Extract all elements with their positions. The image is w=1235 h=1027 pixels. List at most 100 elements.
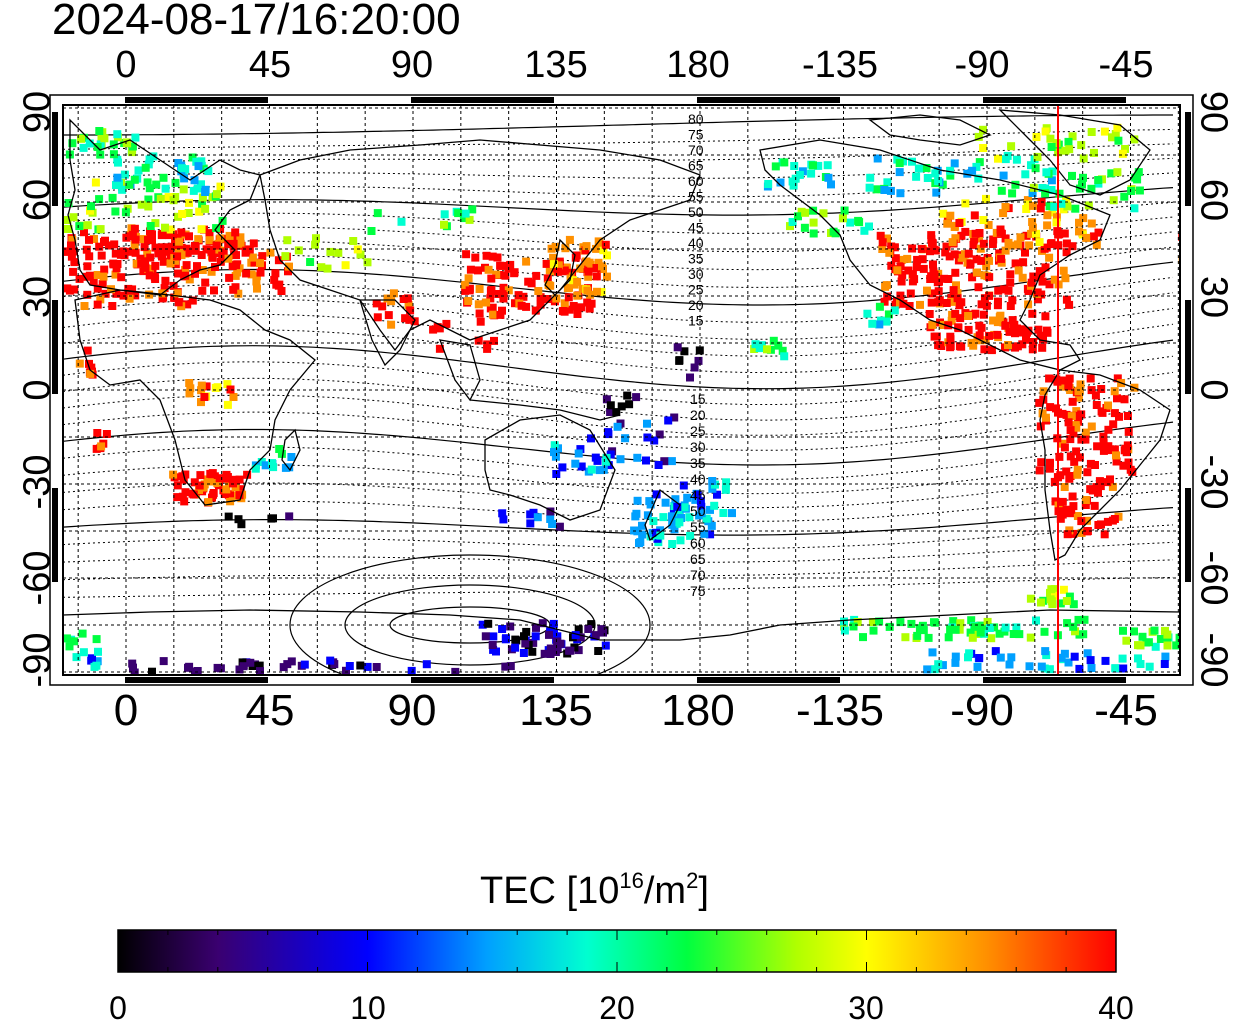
tec-cell	[840, 206, 849, 215]
tec-cell	[97, 251, 106, 260]
tec-cell	[680, 503, 689, 512]
tec-cell	[1050, 591, 1059, 600]
tec-cell	[1043, 211, 1052, 220]
tec-cell	[70, 258, 79, 267]
tec-cell	[1057, 199, 1066, 208]
tec-cell	[846, 218, 855, 227]
tec-cell	[1163, 630, 1172, 639]
tec-cell	[234, 515, 243, 524]
tec-cell	[93, 284, 102, 293]
tec-cell	[1006, 302, 1015, 310]
tec-cell	[235, 491, 244, 500]
tec-cell	[951, 658, 960, 667]
top-lon-label: -135	[801, 44, 879, 86]
tec-cell	[1134, 654, 1142, 663]
tec-cell	[968, 310, 977, 319]
tec-cell	[673, 343, 682, 352]
tec-cell	[1022, 335, 1030, 344]
tec-cell	[195, 481, 204, 490]
tec-cell	[546, 507, 555, 516]
tec-cell	[593, 456, 602, 465]
tec-cell	[211, 263, 219, 271]
tec-cell	[788, 218, 797, 226]
tec-cell	[594, 647, 603, 655]
tec-cell	[118, 185, 127, 194]
tec-cell	[880, 297, 889, 306]
tec-cell	[77, 134, 85, 143]
tec-cell	[85, 139, 94, 148]
tec-cell	[468, 205, 477, 214]
tec-cell	[70, 637, 79, 646]
tec-cell	[1093, 442, 1102, 451]
tec-cell	[1113, 168, 1122, 177]
tec-cell	[405, 315, 414, 324]
tec-cell	[974, 283, 983, 292]
tec-cell	[1045, 202, 1054, 211]
tec-cell	[422, 660, 431, 669]
tec-cell	[1079, 630, 1088, 639]
tec-cell	[501, 662, 510, 671]
tec-cell	[474, 266, 482, 275]
tec-cell	[68, 139, 77, 148]
tec-cell	[606, 408, 615, 416]
tec-cell	[204, 167, 213, 176]
tec-cell	[985, 256, 993, 265]
tec-cell	[154, 249, 163, 258]
tec-cell	[923, 174, 932, 182]
tec-cell	[519, 292, 528, 301]
top-lon-label: 90	[390, 44, 434, 86]
tec-cell	[1039, 335, 1047, 344]
tec-cell	[707, 521, 716, 530]
tec-cell	[250, 258, 259, 267]
tec-cell	[256, 259, 264, 268]
tec-cell	[679, 481, 688, 490]
tec-cell	[1063, 619, 1072, 628]
tec-cell	[178, 164, 186, 173]
tec-cell	[999, 171, 1008, 180]
tec-cell	[1109, 420, 1118, 429]
tec-cell	[1113, 374, 1122, 383]
tec-cell	[1041, 413, 1050, 422]
tec-cell	[121, 208, 130, 217]
tec-cell	[1007, 653, 1016, 662]
tec-cell	[1041, 184, 1050, 193]
tec-cell	[1088, 486, 1097, 495]
tec-cell	[145, 290, 154, 299]
tec-cell	[584, 267, 593, 276]
tec-cell	[270, 275, 279, 284]
tec-cell	[873, 154, 882, 163]
tec-cell	[180, 174, 189, 183]
tec-cell	[440, 220, 448, 229]
tec-cell	[92, 635, 101, 644]
tec-cell	[406, 306, 415, 315]
tec-cell	[994, 297, 1002, 306]
tec-cell	[512, 636, 521, 645]
tec-cell	[281, 463, 290, 472]
tec-cell	[829, 227, 838, 236]
tec-cell	[916, 300, 924, 309]
tec-cell	[1124, 427, 1133, 436]
tec-cell	[255, 661, 264, 670]
tec-cell	[274, 256, 283, 265]
tec-cell	[876, 231, 885, 240]
colorbar-tick-label: 0	[109, 990, 127, 1026]
tec-cell	[1179, 635, 1180, 644]
tec-cell	[1037, 662, 1046, 671]
tec-cell	[461, 209, 470, 218]
tec-cell	[487, 274, 496, 283]
tec-cell	[587, 620, 596, 629]
tec-cell	[1210, 254, 1218, 262]
tec-cell	[99, 272, 108, 281]
tec-cell	[465, 215, 474, 224]
tec-cell	[763, 345, 771, 354]
contour-label: 50	[688, 204, 704, 220]
tec-cell	[755, 344, 764, 353]
tec-cell	[1064, 658, 1073, 667]
tec-cell	[961, 199, 970, 208]
tec-cell	[1026, 633, 1035, 642]
tec-cell	[1119, 664, 1128, 673]
tec-cell	[156, 194, 165, 203]
tec-cell	[1108, 482, 1117, 491]
tec-cell	[865, 222, 873, 231]
tec-cell	[1097, 520, 1105, 529]
